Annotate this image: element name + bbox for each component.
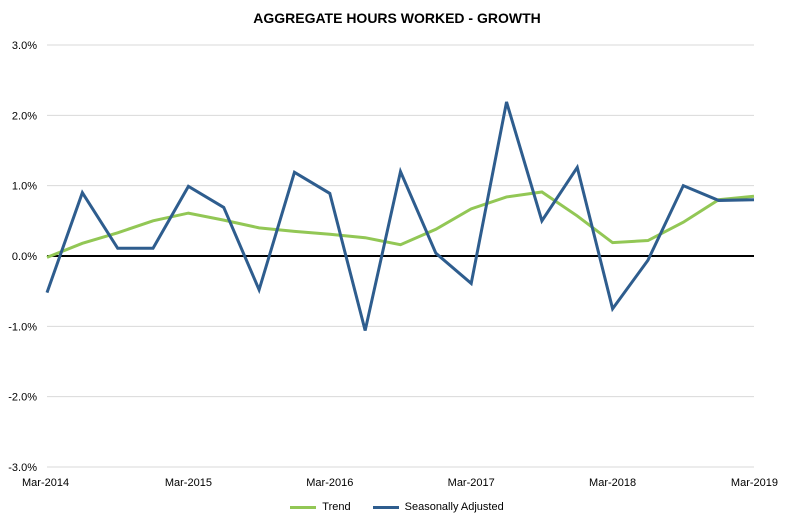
legend-label-seasonally-adjusted: Seasonally Adjusted: [404, 501, 504, 513]
y-tick-label: -3.0%: [8, 462, 37, 474]
y-tick-label: 2.0%: [12, 110, 37, 122]
x-tick-label: Mar-2014: [22, 477, 69, 489]
y-tick-label: -1.0%: [8, 321, 37, 333]
legend: Trend Seasonally Adjusted: [0, 501, 794, 513]
x-tick-label: Mar-2019: [731, 477, 778, 489]
y-tick-label: 0.0%: [12, 251, 37, 263]
x-tick-label: Mar-2017: [448, 477, 495, 489]
series-line-seasonally-adjusted: [45, 101, 755, 331]
legend-swatch-trend: [290, 505, 317, 509]
legend-item-trend: Trend: [290, 501, 351, 513]
legend-swatch-seasonally-adjusted: [372, 505, 399, 509]
legend-item-seasonally-adjusted: Seasonally Adjusted: [372, 501, 504, 513]
x-tick-label: Mar-2016: [306, 477, 353, 489]
x-tick-label: Mar-2018: [589, 477, 636, 489]
chart-title: AGGREGATE HOURS WORKED - GROWTH: [253, 10, 541, 26]
x-tick-label: Mar-2015: [165, 477, 212, 489]
y-tick-label: -2.0%: [8, 392, 37, 404]
y-tick-label: 3.0%: [12, 40, 37, 52]
y-tick-label: 1.0%: [12, 181, 37, 193]
legend-label-trend: Trend: [322, 501, 351, 513]
